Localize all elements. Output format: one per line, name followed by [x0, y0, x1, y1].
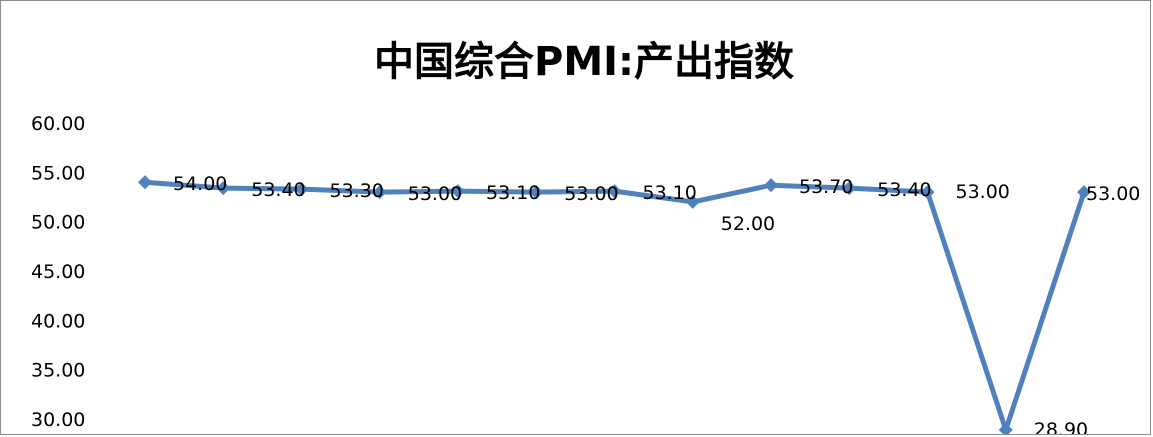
series-line: [144, 179, 1087, 433]
data-label: 53.40: [251, 179, 305, 201]
data-point-marker: [842, 181, 857, 196]
data-label: 53.70: [799, 176, 853, 198]
data-label: 53.40: [877, 179, 931, 201]
data-label: 53.00: [564, 183, 618, 205]
y-tick-label: 60.00: [31, 113, 85, 135]
y-tick-label: 50.00: [31, 212, 85, 234]
data-point-marker: [998, 422, 1013, 434]
data-label: 53.10: [643, 182, 697, 204]
data-point-marker: [294, 182, 309, 197]
data-label: 53.00: [408, 183, 462, 205]
data-label: 53.30: [330, 180, 384, 202]
data-point-marker: [685, 194, 700, 209]
data-point-marker: [138, 175, 152, 190]
y-tick-label: 45.00: [31, 261, 85, 283]
data-point-marker: [372, 185, 387, 200]
chart-title: 中国综合PMI:产出指数: [374, 39, 794, 85]
data-label: 52.00: [721, 213, 775, 235]
data-label: 54.00: [173, 173, 227, 195]
data-point-marker: [216, 181, 231, 196]
y-tick-label: 40.00: [31, 310, 85, 332]
data-point-marker: [607, 184, 622, 199]
series-layer: [138, 175, 1091, 434]
data-point-marker: [764, 178, 778, 193]
data-label: 53.00: [1086, 183, 1140, 205]
y-axis: 60.00 55.00 50.00 45.00 40.00 35.00 30.00: [31, 113, 85, 431]
data-labels: 54.00 53.40 53.30 53.00 53.10 53.00 53.10 52.00…: [173, 173, 1140, 435]
data-point-marker: [1077, 185, 1091, 200]
y-tick-label: 55.00: [31, 162, 85, 184]
data-point-marker: [529, 185, 544, 200]
data-label: 53.10: [486, 182, 540, 204]
data-label: 53.00: [956, 181, 1010, 203]
y-tick-label: 35.00: [31, 360, 85, 382]
data-label: 28.90: [1034, 419, 1088, 435]
data-point-marker: [451, 184, 465, 199]
data-point-marker: [920, 185, 935, 200]
y-tick-label: 30.00: [31, 409, 85, 431]
